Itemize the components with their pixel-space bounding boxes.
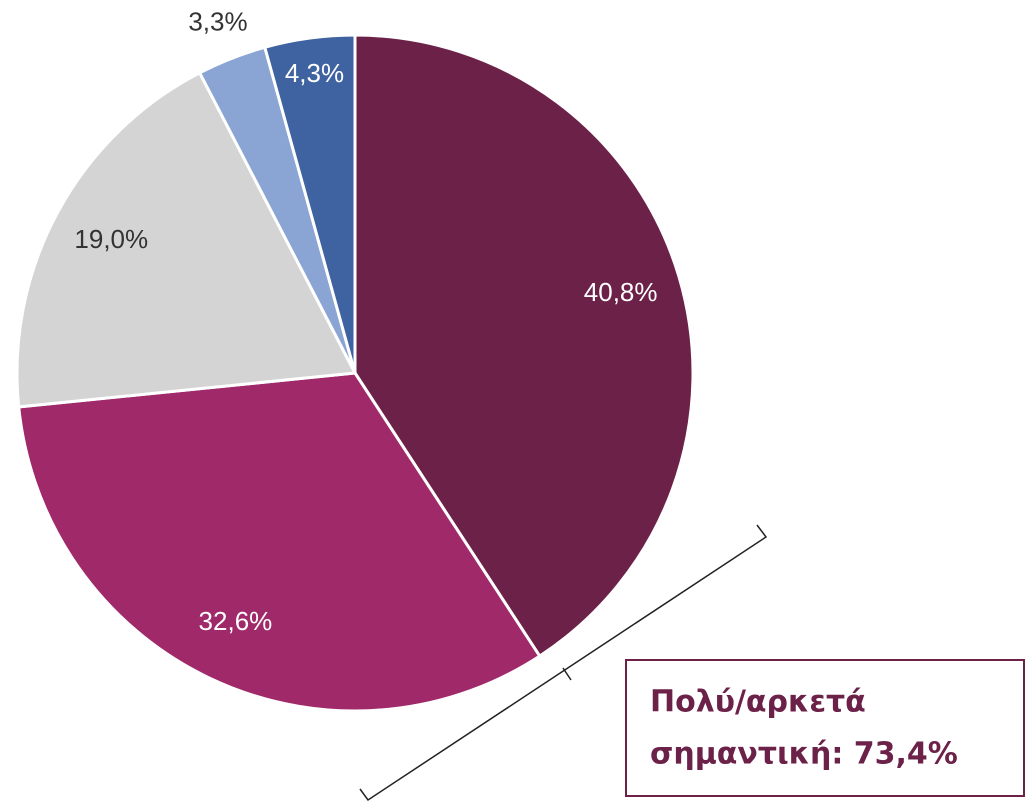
data-label: 4,3%: [285, 58, 344, 88]
annotation-line: Πολύ/αρκετά: [650, 685, 866, 720]
annotation-box: [625, 659, 1025, 797]
pie-slice: [15, 70, 358, 409]
data-label: 19,0%: [74, 224, 148, 254]
pie-slice: [17, 371, 542, 713]
data-label: 40,8%: [584, 277, 658, 307]
pie-slice: [262, 33, 357, 374]
data-label: 32,6%: [199, 606, 273, 636]
annotation-line: σημαντική: 73,4%: [650, 737, 958, 772]
bracket: [359, 524, 768, 802]
data-label: 3,3%: [188, 7, 247, 37]
